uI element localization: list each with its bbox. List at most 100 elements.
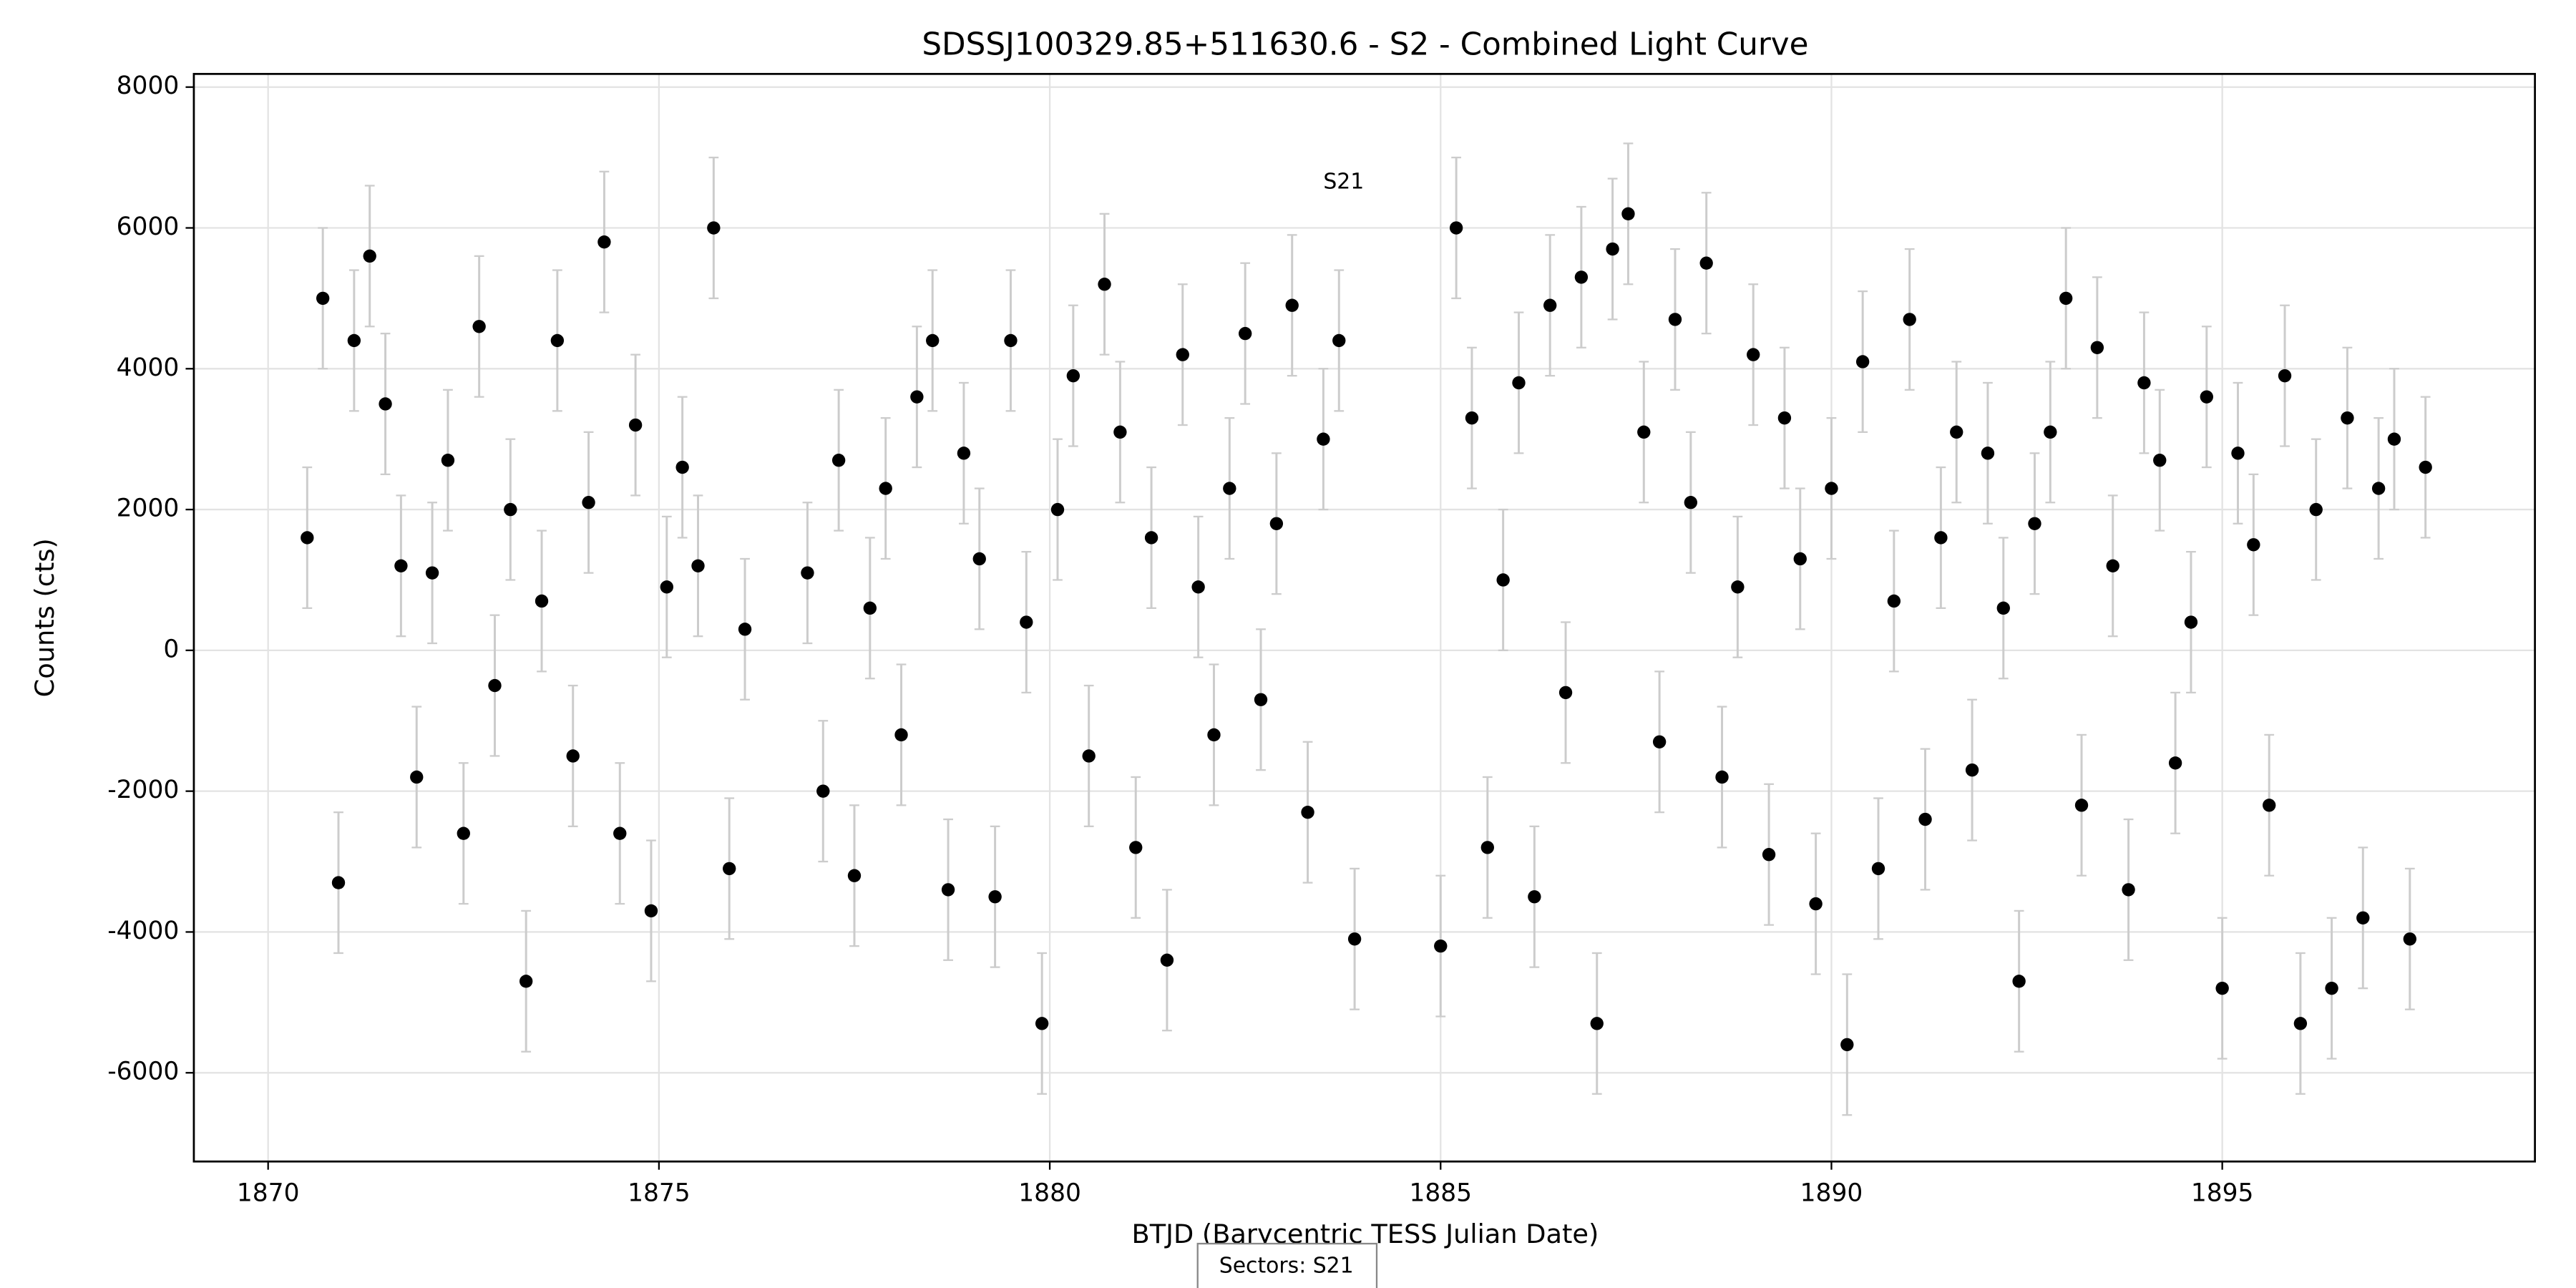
x-tick-label: 1890 [1800,1179,1863,1208]
data-point [2044,425,2057,439]
data-point [2387,432,2401,446]
data-point [707,221,721,235]
data-point [816,784,830,798]
data-point [1004,333,1018,348]
data-point [1176,348,1189,361]
data-point [1840,1038,1854,1052]
data-point [347,333,361,348]
data-point [441,454,455,467]
data-point [926,333,940,348]
data-point [2247,538,2260,552]
data-point [2012,975,2026,988]
data-point [1855,355,1870,369]
data-point [1950,425,1963,439]
data-point [1238,326,1252,341]
data-point [379,397,392,411]
data-point [988,890,1002,904]
data-point [1590,1017,1604,1030]
data-point [519,975,533,988]
data-point [1434,939,1448,953]
data-point [1621,207,1635,221]
x-tick-label: 1880 [1018,1179,1081,1208]
data-point [394,559,408,572]
data-point [879,482,892,495]
data-point [1934,531,1948,545]
data-point [2293,1017,2308,1030]
data-point [582,496,595,509]
data-point [1747,348,1760,361]
data-point [2278,369,2292,383]
data-point [1871,862,1885,876]
data-point [1332,333,1346,348]
data-point [1777,411,1792,425]
x-tick-label: 1875 [628,1179,691,1208]
y-tick-label: 4000 [117,353,180,382]
data-point [2122,883,2135,897]
data-point [831,454,846,467]
data-point [2168,756,2182,770]
data-point [1098,278,1111,291]
data-point [1715,770,1729,784]
data-point [2356,911,2370,924]
y-tick-label: -4000 [107,917,179,945]
data-point [2263,799,2276,812]
data-point [1254,693,1268,706]
y-tick-label: 2000 [117,494,180,523]
data-point [1223,482,1236,495]
x-tick-label: 1870 [237,1179,300,1208]
data-point [613,826,627,840]
data-point [1825,482,1838,495]
data-point [1637,425,1651,439]
data-point [1082,749,1096,763]
data-point [1465,411,1479,425]
data-point [2200,390,2213,404]
data-point [425,566,439,580]
data-point [1191,580,1205,594]
data-point [863,601,877,615]
data-point [1449,221,1463,235]
data-point [1762,848,1776,862]
y-tick-label: -6000 [107,1058,179,1086]
data-point [1129,841,1143,854]
data-point [2059,291,2073,306]
data-point [691,559,705,572]
data-point [2403,932,2417,946]
data-point [1020,615,1033,629]
annotation: S21 [1323,169,1364,194]
data-point [675,460,689,474]
data-point [1528,890,1541,904]
data-point [738,623,752,636]
data-point [1887,594,1901,608]
data-point [1793,552,1807,566]
y-tick-label: 6000 [117,213,180,241]
data-point [1269,517,1284,530]
data-point [504,502,517,517]
data-point [2371,482,2386,495]
y-tick-label: -2000 [107,776,179,804]
data-point [1652,735,1667,748]
data-point [910,390,924,404]
data-point [2215,981,2229,995]
data-point [410,770,424,784]
data-point [2106,559,2119,572]
data-point [847,869,862,882]
data-point [1558,686,1573,700]
data-point [1731,580,1745,594]
data-point [1347,932,1362,946]
data-point [1996,601,2010,615]
data-point [1684,496,1698,509]
data-point [1965,763,1979,777]
y-tick-label: 0 [163,635,179,663]
data-point [894,728,908,742]
data-point [535,594,549,608]
data-point [1809,897,1823,911]
chart-title: SDSSJ100329.85+511630.6 - S2 - Combined … [922,26,1808,62]
data-point [1699,256,1713,270]
data-point [1113,425,1127,439]
data-point [2153,454,2167,467]
data-point [723,862,736,876]
data-point [1496,573,1510,587]
x-tick-label: 1895 [2191,1179,2254,1208]
data-point [1317,432,1330,446]
legend-title: Sectors: S21 [1219,1254,1354,1279]
